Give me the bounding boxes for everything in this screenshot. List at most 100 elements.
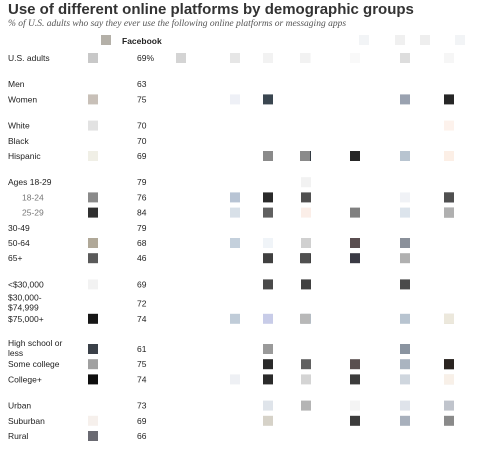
heat-cell bbox=[400, 207, 410, 218]
chart-subtitle: % of U.S. adults who say they ever use t… bbox=[8, 19, 347, 29]
facebook-value: 69 bbox=[137, 279, 147, 289]
row-label: <$30,000 bbox=[8, 279, 44, 289]
heat-cell bbox=[176, 53, 186, 63]
heat-cell bbox=[88, 374, 98, 385]
heat-cell bbox=[263, 374, 273, 385]
heat-cell bbox=[230, 374, 240, 385]
heat-cell bbox=[350, 415, 360, 426]
heat-cell bbox=[400, 279, 410, 290]
facebook-value: 74 bbox=[137, 314, 147, 324]
header-swatch bbox=[359, 35, 369, 45]
heat-cell bbox=[301, 279, 311, 290]
heat-cell bbox=[444, 359, 454, 370]
heat-cell bbox=[263, 253, 273, 264]
facebook-value: 70 bbox=[137, 136, 147, 146]
heat-cell bbox=[350, 253, 360, 264]
facebook-value: 72 bbox=[137, 299, 147, 309]
heat-cell bbox=[400, 151, 410, 161]
row-label: U.S. adults bbox=[8, 53, 50, 63]
row-label: Women bbox=[8, 94, 37, 104]
facebook-value: 84 bbox=[137, 208, 147, 218]
heat-cell bbox=[263, 359, 273, 370]
heat-cell bbox=[444, 374, 454, 385]
heat-cell bbox=[263, 151, 273, 161]
heat-cell bbox=[301, 238, 311, 248]
heat-cell bbox=[263, 238, 273, 248]
heat-cell bbox=[88, 431, 98, 441]
heat-cell bbox=[230, 192, 240, 203]
row-label: less bbox=[8, 348, 23, 358]
heat-cell bbox=[263, 344, 273, 354]
heat-cell bbox=[88, 120, 98, 131]
facebook-value: 68 bbox=[137, 238, 147, 248]
heat-cell bbox=[88, 238, 98, 248]
heat-cell bbox=[350, 207, 360, 218]
heat-cell bbox=[444, 120, 454, 131]
row-label: $75,000+ bbox=[8, 314, 44, 324]
heat-cell bbox=[88, 359, 98, 370]
facebook-value: 66 bbox=[137, 431, 147, 441]
facebook-value: 63 bbox=[137, 79, 147, 89]
heat-cell bbox=[88, 313, 98, 324]
facebook-value: 69 bbox=[137, 151, 147, 161]
heat-cell bbox=[88, 94, 98, 105]
column-header-facebook: Facebook bbox=[122, 36, 162, 46]
row-label: 30-49 bbox=[8, 223, 30, 233]
facebook-value: 79 bbox=[137, 223, 147, 233]
heat-cell bbox=[400, 415, 410, 426]
heat-cell bbox=[300, 53, 310, 63]
row-label: $74,999 bbox=[8, 303, 39, 313]
facebook-value: 74 bbox=[137, 374, 147, 384]
heat-cell bbox=[263, 279, 273, 290]
heat-cell bbox=[444, 151, 454, 161]
heat-cell bbox=[88, 279, 98, 290]
heat-cell bbox=[263, 207, 273, 218]
row-label: 65+ bbox=[8, 253, 22, 263]
heat-cell bbox=[263, 313, 273, 324]
facebook-value: 61 bbox=[137, 344, 147, 354]
header-swatch bbox=[101, 35, 111, 45]
heat-cell bbox=[301, 177, 311, 188]
heat-cell bbox=[300, 313, 310, 324]
heat-cell bbox=[88, 207, 98, 218]
facebook-value: 79 bbox=[137, 177, 147, 187]
heat-cell bbox=[263, 94, 273, 105]
row-label: Black bbox=[8, 136, 30, 146]
heat-cell bbox=[263, 53, 273, 63]
chart-title: Use of different online platforms by dem… bbox=[8, 1, 414, 18]
heat-cell bbox=[350, 374, 360, 385]
row-label: $30,000- bbox=[8, 293, 42, 303]
facebook-value: 76 bbox=[137, 192, 147, 202]
facebook-value: 75 bbox=[137, 359, 147, 369]
heat-cell bbox=[350, 53, 360, 63]
heat-cell bbox=[350, 400, 360, 411]
heat-cell bbox=[301, 359, 311, 370]
heat-cell bbox=[444, 192, 454, 203]
heat-cell bbox=[88, 344, 98, 354]
row-label: Rural bbox=[8, 431, 28, 441]
heat-cell bbox=[400, 192, 410, 203]
row-label: 18-24 bbox=[22, 192, 44, 202]
row-label: Suburban bbox=[8, 416, 45, 426]
heat-cell bbox=[400, 400, 410, 411]
row-label: High school or bbox=[8, 338, 63, 348]
heat-cell bbox=[400, 53, 410, 63]
row-label: Some college bbox=[8, 359, 60, 369]
heat-cell bbox=[444, 400, 454, 411]
heat-cell bbox=[400, 238, 410, 248]
heat-cell bbox=[300, 253, 310, 264]
header-swatch bbox=[455, 35, 465, 45]
heat-cell bbox=[444, 94, 454, 105]
heat-cell bbox=[88, 253, 98, 264]
heat-cell bbox=[400, 253, 410, 264]
heat-cell bbox=[400, 94, 410, 105]
row-label: Men bbox=[8, 79, 25, 89]
row-label: 25-29 bbox=[22, 208, 44, 218]
heat-cell bbox=[230, 238, 240, 248]
heat-cell bbox=[301, 400, 311, 411]
facebook-value: 75 bbox=[137, 94, 147, 104]
header-swatch bbox=[395, 35, 405, 45]
heat-cell bbox=[230, 207, 240, 218]
heat-cell bbox=[350, 151, 360, 161]
row-label: Ages 18-29 bbox=[8, 177, 52, 187]
